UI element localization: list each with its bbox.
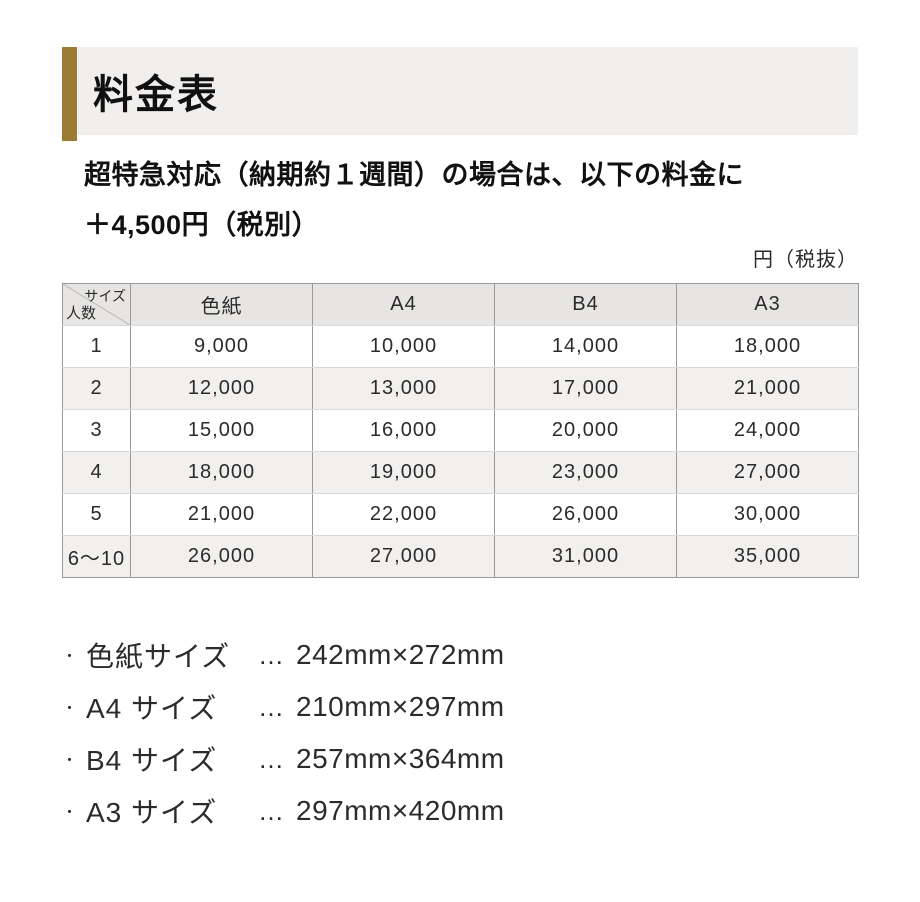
price-cell: 26,000 xyxy=(494,493,677,536)
size-list: ・ 色紙サイズ … 242mm×272mm ・ A4 サイズ … 210mm×2… xyxy=(62,639,505,848)
size-label: A4 サイズ xyxy=(86,693,218,724)
price-cell: 17,000 xyxy=(494,367,677,410)
list-item: ・ A4 サイズ … 210mm×297mm xyxy=(62,691,505,724)
bullet-icon: ・ xyxy=(62,803,78,821)
price-cell: 21,000 xyxy=(130,493,313,536)
table-row: 6〜10 26,000 27,000 31,000 35,000 xyxy=(62,535,859,578)
ellipsis-separator: … xyxy=(258,795,284,826)
price-cell: 19,000 xyxy=(312,451,495,494)
price-cell: 14,000 xyxy=(494,325,677,368)
price-table: サイズ 人数 色紙 A4 B4 A3 1 9,000 10,000 14,000… xyxy=(62,283,859,578)
corner-people-label: 人数 xyxy=(66,305,97,322)
table-row: 1 9,000 10,000 14,000 18,000 xyxy=(62,325,859,368)
bullet-icon: ・ xyxy=(62,751,78,769)
list-item: ・ B4 サイズ … 257mm×364mm xyxy=(62,743,505,776)
express-note: 超特急対応（納期約１週間）の場合は、以下の料金に ＋4,500円（税別） xyxy=(84,150,744,250)
row-label: 1 xyxy=(62,325,131,368)
table-row: 4 18,000 19,000 23,000 27,000 xyxy=(62,451,859,494)
price-cell: 13,000 xyxy=(312,367,495,410)
price-cell: 27,000 xyxy=(312,535,495,578)
list-item: ・ 色紙サイズ … 242mm×272mm xyxy=(62,639,505,672)
size-value: 297mm×420mm xyxy=(296,795,505,826)
price-cell: 18,000 xyxy=(676,325,859,368)
price-cell: 24,000 xyxy=(676,409,859,452)
express-note-line-2: ＋4,500円（税別） xyxy=(84,210,320,240)
diagonal-divider xyxy=(63,284,130,325)
corner-size-label: サイズ xyxy=(84,288,126,304)
price-cell: 21,000 xyxy=(676,367,859,410)
price-cell: 9,000 xyxy=(130,325,313,368)
ellipsis-separator: … xyxy=(258,743,284,774)
row-label: 5 xyxy=(62,493,131,536)
size-label: B4 サイズ xyxy=(86,745,218,776)
row-label: 2 xyxy=(62,367,131,410)
table-row: 5 21,000 22,000 26,000 30,000 xyxy=(62,493,859,536)
list-item: ・ A3 サイズ … 297mm×420mm xyxy=(62,795,505,828)
size-value: 242mm×272mm xyxy=(296,639,505,670)
gold-accent-bar xyxy=(62,47,77,141)
price-cell: 15,000 xyxy=(130,409,313,452)
price-cell: 16,000 xyxy=(312,409,495,452)
ellipsis-separator: … xyxy=(258,639,284,670)
price-cell: 20,000 xyxy=(494,409,677,452)
ellipsis-separator: … xyxy=(258,691,284,722)
bullet-icon: ・ xyxy=(62,699,78,717)
column-header-b4: B4 xyxy=(494,283,677,326)
size-label: 色紙サイズ xyxy=(86,641,231,672)
express-note-line-1: 超特急対応（納期約１週間）の場合は、以下の料金に xyxy=(84,160,744,190)
bullet-icon: ・ xyxy=(62,647,78,665)
title-block: 料金表 xyxy=(62,47,858,141)
size-value: 257mm×364mm xyxy=(296,743,505,774)
page-title: 料金表 xyxy=(93,73,219,117)
column-header-a3: A3 xyxy=(676,283,859,326)
table-corner-cell: サイズ 人数 xyxy=(62,283,131,326)
price-cell: 26,000 xyxy=(130,535,313,578)
row-label: 6〜10 xyxy=(62,535,131,578)
size-label: A3 サイズ xyxy=(86,797,218,828)
size-value: 210mm×297mm xyxy=(296,691,505,722)
price-cell: 10,000 xyxy=(312,325,495,368)
price-cell: 35,000 xyxy=(676,535,859,578)
column-header-shikishi: 色紙 xyxy=(130,283,313,326)
row-label: 3 xyxy=(62,409,131,452)
price-cell: 27,000 xyxy=(676,451,859,494)
table-row: 3 15,000 16,000 20,000 24,000 xyxy=(62,409,859,452)
price-cell: 30,000 xyxy=(676,493,859,536)
price-cell: 23,000 xyxy=(494,451,677,494)
table-row: 2 12,000 13,000 17,000 21,000 xyxy=(62,367,859,410)
price-cell: 12,000 xyxy=(130,367,313,410)
price-cell: 18,000 xyxy=(130,451,313,494)
currency-unit-label: 円（税抜） xyxy=(753,249,858,271)
price-cell: 31,000 xyxy=(494,535,677,578)
table-header-row: サイズ 人数 色紙 A4 B4 A3 xyxy=(62,283,859,326)
price-cell: 22,000 xyxy=(312,493,495,536)
row-label: 4 xyxy=(62,451,131,494)
column-header-a4: A4 xyxy=(312,283,495,326)
title-band: 料金表 xyxy=(77,47,858,135)
